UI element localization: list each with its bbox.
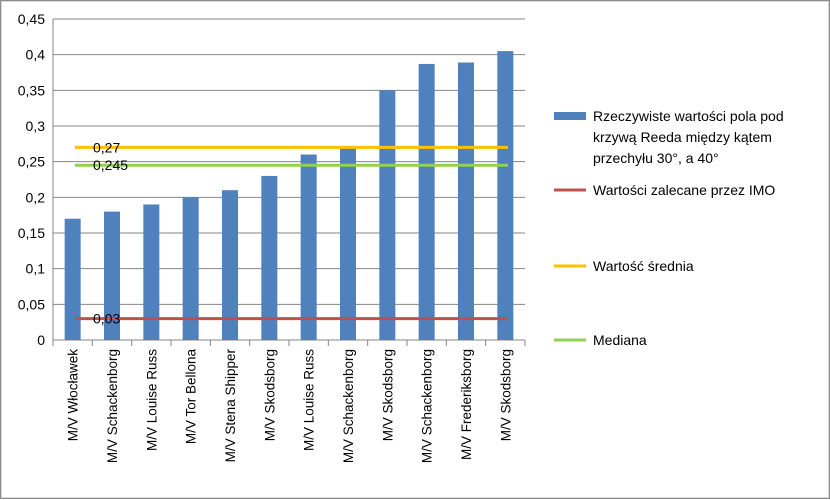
x-category-label: M/V Schackenborg [420,349,435,463]
x-category-label: M/V Skodsborg [498,349,513,441]
x-category-label: M/V Louise Russ [144,349,159,451]
legend-label: Wartości zalecane przez IMO [593,182,775,198]
legend-label: Mediana [593,332,647,348]
y-tick-label: 0 [37,332,45,348]
x-category-label: M/V Tor Bellona [184,349,199,445]
y-tick-label: 0,15 [18,225,45,241]
x-category-label: M/V Skodsborg [262,349,277,441]
reference-line-label: 0,245 [93,157,128,173]
bar [143,204,160,340]
y-tick-label: 0,4 [26,47,46,63]
bar [458,62,474,340]
bar [64,218,81,340]
y-tick-label: 0,1 [26,261,46,277]
x-category-label: M/V Stena Shipper [223,349,238,463]
bar [104,211,120,340]
legend-label: Wartość średnia [593,258,694,274]
x-category-label: M/V Schackenborg [341,349,356,463]
reference-line-label: 0,27 [93,139,120,155]
reference-line-label: 0,03 [93,311,120,327]
bar [418,63,435,340]
x-category-label: M/V Skodsborg [380,349,395,441]
y-tick-label: 0,05 [18,296,45,312]
x-category-label: M/V Włocławek [66,349,81,442]
bar [379,90,396,340]
bar [300,154,317,340]
y-tick-label: 0,3 [26,118,46,134]
x-category-label: M/V Louise Russ [302,349,317,451]
x-category-label: M/V Schackenborg [105,349,120,463]
bar [222,190,238,340]
y-tick-label: 0,35 [18,82,45,98]
bar [182,197,199,340]
y-tick-label: 0,2 [26,189,46,205]
legend-label: Rzeczywiste wartości pola pod krzywą Reed… [593,108,784,166]
bar [261,175,278,340]
bar [497,51,514,340]
y-tick-label: 0,25 [18,154,45,170]
bar [340,147,356,340]
legend-swatch [554,112,586,120]
y-tick-label: 0,45 [18,11,45,27]
x-category-label: M/V Frederiksborg [459,349,474,460]
